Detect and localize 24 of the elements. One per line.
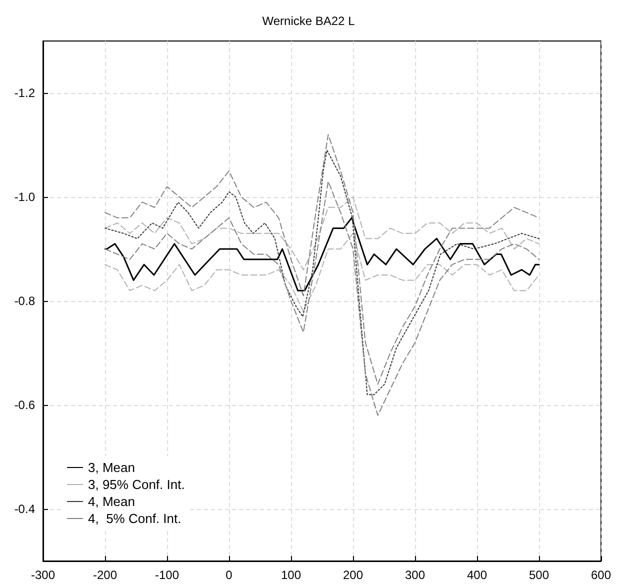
x-tick-label: -300 xyxy=(30,568,56,582)
legend-label: 4, Mean xyxy=(88,494,135,509)
x-tick-label: 0 xyxy=(226,568,233,582)
y-tick-label: -1.0 xyxy=(14,190,36,204)
x-tick-label: 600 xyxy=(590,568,612,582)
y-tick-label: -0.6 xyxy=(14,398,36,412)
line-series xyxy=(104,196,540,270)
legend-label: 3, Mean xyxy=(88,460,135,475)
legend-label: 4, 5% Conf. Int. xyxy=(88,511,182,526)
x-tick-label: -100 xyxy=(154,568,180,582)
x-tick-label: 300 xyxy=(404,568,426,582)
chart-title: Wernicke BA22 L xyxy=(262,14,356,28)
y-tick-label: -0.4 xyxy=(14,502,36,516)
legend-label: 3, 95% Conf. Int. xyxy=(88,477,185,492)
x-tick-label: 500 xyxy=(528,568,550,582)
y-tick-label: -0.8 xyxy=(14,294,36,308)
x-tick-label: 100 xyxy=(280,568,302,582)
y-tick-label: -1.2 xyxy=(14,86,36,100)
line-series xyxy=(104,180,540,416)
line-series xyxy=(104,232,540,312)
x-tick-label: 400 xyxy=(466,568,488,582)
line-series xyxy=(104,217,540,292)
x-tick-label: -200 xyxy=(92,568,118,582)
x-tick-label: 200 xyxy=(342,568,364,582)
